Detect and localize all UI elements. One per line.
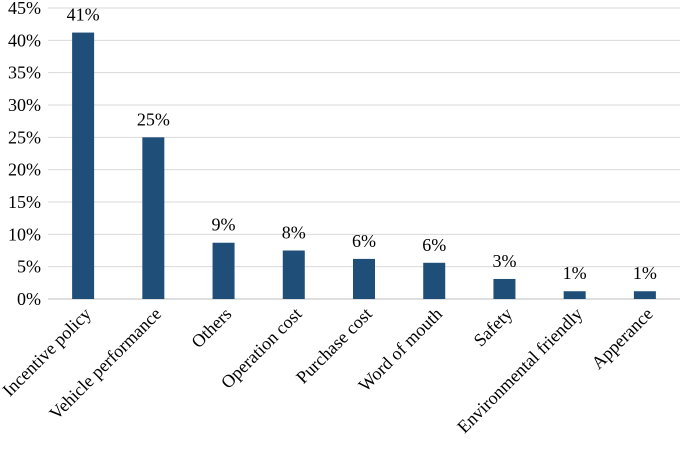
y-tick-label: 5%	[17, 257, 41, 277]
bar	[353, 258, 375, 299]
y-tick-label: 40%	[8, 30, 41, 50]
data-label: 1%	[563, 263, 587, 283]
y-axis-tick-labels: 0% 5% 10% 15% 20% 25% 30% 35% 40% 45%	[8, 0, 41, 309]
y-tick-label: 45%	[8, 0, 41, 18]
x-tick-label: Safety	[470, 304, 517, 351]
x-tick-label: Others	[187, 304, 235, 352]
data-label: 8%	[282, 223, 306, 243]
y-tick-label: 0%	[17, 289, 41, 309]
bar	[493, 278, 516, 299]
x-tick-label: Apperance	[587, 304, 656, 373]
data-label: 3%	[492, 251, 516, 271]
data-label: 6%	[352, 231, 376, 251]
y-tick-label: 30%	[8, 95, 41, 115]
y-tick-label: 25%	[8, 127, 41, 147]
y-tick-label: 35%	[8, 63, 41, 83]
y-tick-label: 15%	[8, 192, 41, 212]
y-tick-label: 10%	[8, 224, 41, 244]
bar	[72, 32, 95, 299]
bars	[72, 32, 656, 299]
data-label: 1%	[633, 263, 657, 283]
data-label: 6%	[422, 235, 446, 255]
bar	[212, 242, 235, 299]
data-label: 9%	[212, 215, 236, 235]
data-label: 25%	[137, 109, 170, 129]
bar	[282, 250, 305, 299]
bar	[142, 137, 165, 299]
bar	[563, 291, 586, 299]
bar	[423, 262, 446, 299]
data-label: 41%	[67, 5, 100, 25]
bar	[633, 291, 656, 299]
y-tick-label: 20%	[8, 160, 41, 180]
x-tick-label: Environmental friendly	[453, 304, 586, 437]
data-labels: 41% 25% 9% 8% 6% 6% 3% 1% 1%	[67, 5, 657, 284]
